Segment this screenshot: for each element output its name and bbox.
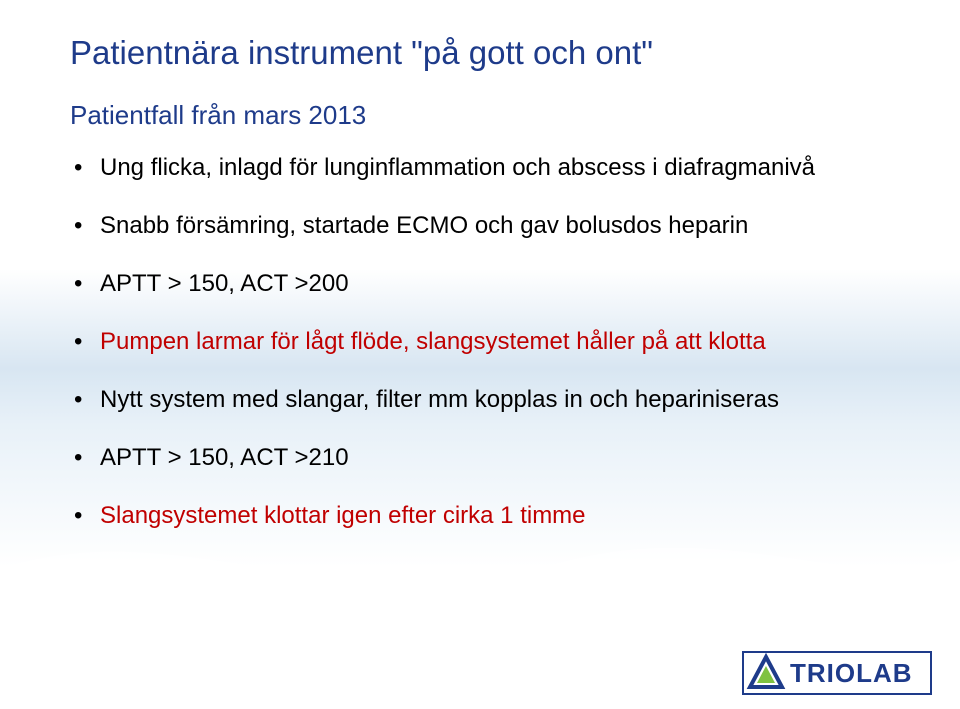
bullet-item: APTT > 150, ACT >210 <box>74 443 890 473</box>
bullet-item: Pumpen larmar för lågt flöde, slangsyste… <box>74 327 890 357</box>
slide-content: Patientnära instrument "på gott och ont"… <box>0 0 960 531</box>
slide-subtitle: Patientfall från mars 2013 <box>70 100 890 131</box>
bullet-list: Ung flicka, inlagd för lunginflammation … <box>70 153 890 531</box>
slide: Patientnära instrument "på gott och ont"… <box>0 0 960 709</box>
bullet-item: Slangsystemet klottar igen efter cirka 1… <box>74 501 890 531</box>
slide-title: Patientnära instrument "på gott och ont" <box>70 34 890 72</box>
logo-text: TRIOLAB <box>790 658 913 688</box>
bullet-item: Snabb försämring, startade ECMO och gav … <box>74 211 890 241</box>
bullet-item: Ung flicka, inlagd för lunginflammation … <box>74 153 890 183</box>
triolab-logo: TRIOLAB <box>742 651 932 695</box>
bullet-item: Nytt system med slangar, filter mm koppl… <box>74 385 890 415</box>
bullet-item: APTT > 150, ACT >200 <box>74 269 890 299</box>
